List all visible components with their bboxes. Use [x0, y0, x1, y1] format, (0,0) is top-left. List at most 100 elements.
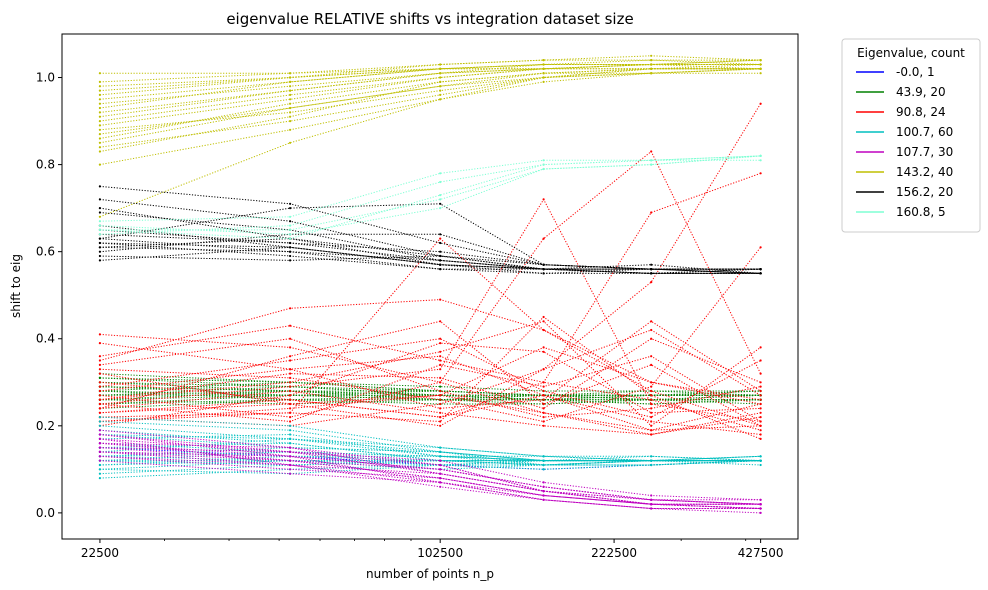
data-point	[650, 63, 653, 66]
data-point	[98, 106, 101, 110]
series-line	[99, 64, 761, 105]
data-point	[439, 402, 442, 406]
data-point	[289, 207, 292, 210]
data-point	[98, 259, 101, 262]
series-line	[99, 447, 761, 462]
data-point	[289, 202, 292, 205]
data-point	[759, 172, 762, 175]
data-point	[439, 363, 442, 366]
data-point	[98, 433, 101, 436]
data-point	[289, 246, 292, 249]
data-point	[542, 420, 545, 423]
y-tick-label: 0.4	[36, 332, 55, 346]
data-point	[650, 398, 653, 401]
series-line	[99, 421, 761, 462]
series-line	[99, 442, 761, 505]
series-line	[99, 103, 762, 427]
data-point	[650, 459, 653, 462]
series-line	[99, 320, 761, 427]
data-point	[439, 342, 442, 345]
data-point	[650, 272, 653, 275]
data-point	[289, 368, 292, 371]
data-point	[289, 450, 292, 453]
data-point	[439, 298, 442, 301]
data-point	[439, 259, 442, 262]
data-point	[98, 368, 101, 371]
data-point	[439, 241, 442, 245]
data-point	[289, 442, 292, 445]
data-point	[759, 272, 762, 275]
data-point	[759, 67, 762, 70]
series-line	[99, 155, 761, 231]
series-line	[99, 433, 761, 462]
data-point	[759, 385, 762, 388]
data-point	[98, 224, 101, 227]
series-line	[99, 338, 761, 418]
data-point	[98, 477, 101, 480]
series-line	[99, 55, 761, 83]
data-point	[439, 194, 442, 197]
series-line	[99, 442, 761, 505]
legend-entry-label: 160.8, 5	[896, 205, 946, 219]
data-point	[289, 420, 292, 423]
data-point	[542, 455, 545, 458]
series-line	[99, 390, 761, 405]
data-point	[650, 389, 653, 393]
data-point	[542, 163, 545, 166]
data-point	[439, 355, 442, 358]
data-point	[98, 394, 101, 397]
data-point	[439, 80, 442, 83]
data-point	[98, 228, 101, 231]
data-point	[759, 455, 762, 458]
data-point	[439, 398, 442, 401]
data-point	[98, 93, 101, 96]
series-line	[99, 425, 761, 462]
series-line	[99, 155, 761, 240]
data-point	[759, 402, 762, 406]
data-point	[759, 381, 762, 384]
data-point	[289, 407, 292, 410]
data-point	[542, 72, 545, 75]
data-point	[650, 402, 653, 406]
data-point	[542, 328, 545, 332]
series-line	[99, 72, 761, 135]
data-point	[289, 237, 292, 240]
data-point	[98, 120, 101, 123]
data-point	[542, 350, 545, 353]
data-point	[439, 172, 442, 175]
data-point	[759, 459, 762, 462]
data-point	[289, 72, 292, 75]
data-point	[650, 394, 653, 397]
data-point	[98, 220, 101, 223]
data-point	[759, 463, 762, 467]
data-point	[289, 241, 292, 245]
data-point	[439, 85, 442, 88]
data-point	[759, 420, 762, 423]
data-point	[289, 76, 292, 79]
data-point	[542, 268, 545, 271]
data-point	[98, 398, 101, 401]
y-axis: 0.0 0.2 0.4 0.6 0.8 1.0	[36, 71, 62, 520]
data-point	[650, 407, 653, 410]
data-point	[289, 250, 292, 253]
data-point	[289, 102, 292, 105]
data-point	[650, 424, 653, 427]
data-point	[759, 407, 762, 410]
data-point	[439, 472, 442, 475]
data-point	[289, 120, 292, 123]
data-point	[650, 498, 653, 501]
data-point	[289, 228, 292, 231]
data-point	[98, 468, 101, 471]
series-line	[99, 68, 761, 113]
series-line	[99, 63, 761, 87]
data-point	[650, 455, 653, 458]
data-point	[542, 320, 545, 323]
data-point	[759, 359, 762, 362]
series-line	[99, 355, 761, 423]
data-point	[542, 80, 545, 83]
data-point	[650, 355, 653, 358]
data-point	[289, 111, 292, 114]
series-line	[99, 246, 761, 423]
data-point	[439, 485, 442, 488]
series-line	[99, 159, 761, 235]
